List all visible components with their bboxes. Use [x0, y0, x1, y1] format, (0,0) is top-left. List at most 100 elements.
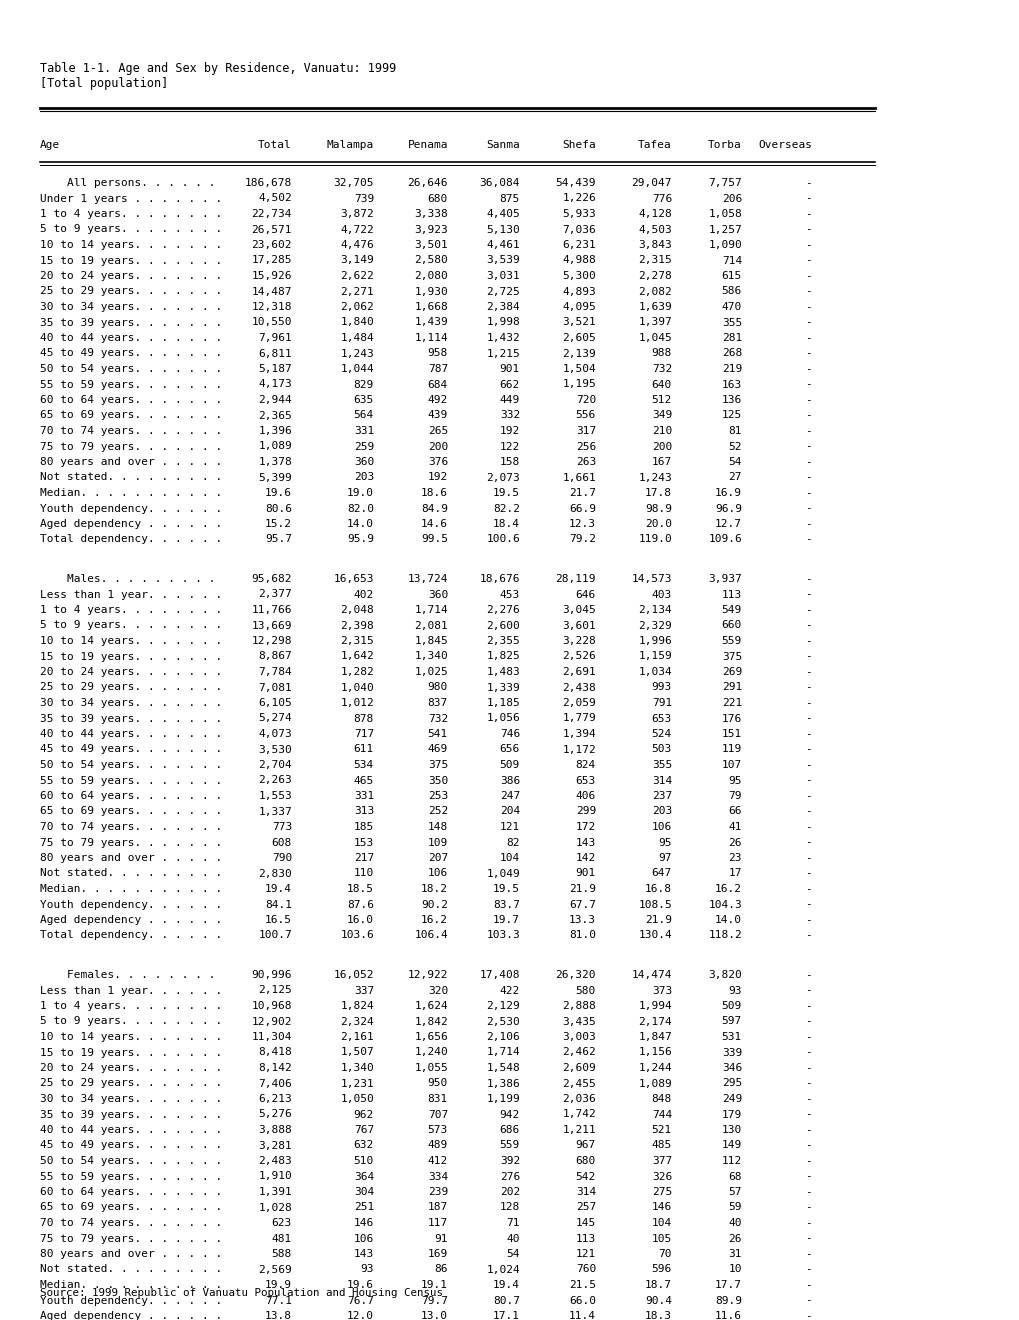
Text: 210: 210	[651, 426, 672, 436]
Text: 1,996: 1,996	[638, 636, 672, 645]
Text: -: -	[804, 970, 811, 979]
Text: 80 years and over . . . . .: 80 years and over . . . . .	[40, 457, 222, 467]
Text: 1,661: 1,661	[561, 473, 595, 483]
Text: 17,408: 17,408	[479, 970, 520, 979]
Text: 50 to 54 years. . . . . . .: 50 to 54 years. . . . . . .	[40, 1156, 222, 1166]
Text: -: -	[804, 1094, 811, 1104]
Text: 492: 492	[427, 395, 447, 405]
Text: 14.0: 14.0	[346, 519, 374, 529]
Text: 79: 79	[728, 791, 741, 801]
Text: 360: 360	[354, 457, 374, 467]
Text: 276: 276	[499, 1172, 520, 1181]
Text: 1,394: 1,394	[561, 729, 595, 739]
Text: 2,483: 2,483	[258, 1156, 291, 1166]
Text: -: -	[804, 473, 811, 483]
Text: 988: 988	[651, 348, 672, 359]
Text: -: -	[804, 535, 811, 544]
Text: -: -	[804, 1311, 811, 1320]
Text: 2,704: 2,704	[258, 760, 291, 770]
Text: 1,930: 1,930	[414, 286, 447, 297]
Text: 2,073: 2,073	[486, 473, 520, 483]
Text: 314: 314	[651, 776, 672, 785]
Text: 128: 128	[499, 1203, 520, 1213]
Text: 1,172: 1,172	[561, 744, 595, 755]
Text: 17: 17	[728, 869, 741, 879]
Text: 878: 878	[354, 714, 374, 723]
Text: 26: 26	[728, 837, 741, 847]
Text: 19.6: 19.6	[265, 488, 291, 498]
Text: 203: 203	[354, 473, 374, 483]
Text: 510: 510	[354, 1156, 374, 1166]
Text: 337: 337	[354, 986, 374, 995]
Text: 901: 901	[575, 869, 595, 879]
Text: 172: 172	[575, 822, 595, 832]
Text: 5,300: 5,300	[561, 271, 595, 281]
Text: 82.0: 82.0	[346, 503, 374, 513]
Text: 1,553: 1,553	[258, 791, 291, 801]
Text: 3,003: 3,003	[561, 1032, 595, 1041]
Text: 647: 647	[651, 869, 672, 879]
Text: 10,968: 10,968	[252, 1001, 291, 1011]
Text: Aged dependency . . . . . .: Aged dependency . . . . . .	[40, 519, 222, 529]
Text: -: -	[804, 1063, 811, 1073]
Text: -: -	[804, 682, 811, 693]
Text: 632: 632	[354, 1140, 374, 1151]
Text: 373: 373	[651, 986, 672, 995]
Text: 96.9: 96.9	[714, 503, 741, 513]
Text: 207: 207	[427, 853, 447, 863]
Text: 50 to 54 years. . . . . . .: 50 to 54 years. . . . . . .	[40, 364, 222, 374]
Text: 16.2: 16.2	[421, 915, 447, 925]
Text: 15 to 19 years. . . . . . .: 15 to 19 years. . . . . . .	[40, 1048, 222, 1057]
Text: 717: 717	[354, 729, 374, 739]
Text: 27: 27	[728, 473, 741, 483]
Text: 75 to 79 years. . . . . . .: 75 to 79 years. . . . . . .	[40, 837, 222, 847]
Text: 1,090: 1,090	[707, 240, 741, 249]
Text: 660: 660	[721, 620, 741, 631]
Text: 143: 143	[575, 837, 595, 847]
Text: 179: 179	[721, 1110, 741, 1119]
Text: 1,159: 1,159	[638, 652, 672, 661]
Text: 8,142: 8,142	[258, 1063, 291, 1073]
Text: 158: 158	[499, 457, 520, 467]
Text: 509: 509	[721, 1001, 741, 1011]
Text: 12,298: 12,298	[252, 636, 291, 645]
Text: 299: 299	[575, 807, 595, 817]
Text: 2,174: 2,174	[638, 1016, 672, 1027]
Text: 247: 247	[499, 791, 520, 801]
Text: 269: 269	[721, 667, 741, 677]
Text: Less than 1 year. . . . . .: Less than 1 year. . . . . .	[40, 590, 222, 599]
Text: 355: 355	[651, 760, 672, 770]
Text: 19.5: 19.5	[492, 488, 520, 498]
Text: -: -	[804, 194, 811, 203]
Text: 93: 93	[728, 986, 741, 995]
Text: 1,714: 1,714	[486, 1048, 520, 1057]
Text: 106: 106	[354, 1233, 374, 1243]
Text: 2,139: 2,139	[561, 348, 595, 359]
Text: 6,811: 6,811	[258, 348, 291, 359]
Text: 5 to 9 years. . . . . . . .: 5 to 9 years. . . . . . . .	[40, 620, 222, 631]
Text: 962: 962	[354, 1110, 374, 1119]
Text: 281: 281	[721, 333, 741, 343]
Text: 26,571: 26,571	[252, 224, 291, 235]
Text: 11,766: 11,766	[252, 605, 291, 615]
Text: 1,396: 1,396	[258, 426, 291, 436]
Text: -: -	[804, 1078, 811, 1089]
Text: 7,036: 7,036	[561, 224, 595, 235]
Text: 439: 439	[427, 411, 447, 421]
Text: 17.1: 17.1	[492, 1311, 520, 1320]
Text: 1 to 4 years. . . . . . . .: 1 to 4 years. . . . . . . .	[40, 1001, 222, 1011]
Text: -: -	[804, 302, 811, 312]
Text: 13.0: 13.0	[421, 1311, 447, 1320]
Text: 829: 829	[354, 380, 374, 389]
Text: -: -	[804, 209, 811, 219]
Text: 5,933: 5,933	[561, 209, 595, 219]
Text: 1,845: 1,845	[414, 636, 447, 645]
Text: -: -	[804, 1203, 811, 1213]
Text: 1,847: 1,847	[638, 1032, 672, 1041]
Text: Less than 1 year. . . . . .: Less than 1 year. . . . . .	[40, 986, 222, 995]
Text: 23,602: 23,602	[252, 240, 291, 249]
Text: 2,329: 2,329	[638, 620, 672, 631]
Text: 15,926: 15,926	[252, 271, 291, 281]
Text: 7,784: 7,784	[258, 667, 291, 677]
Text: 13,669: 13,669	[252, 620, 291, 631]
